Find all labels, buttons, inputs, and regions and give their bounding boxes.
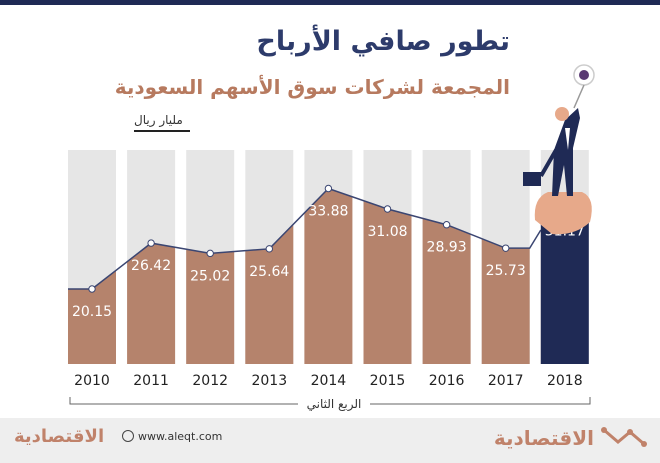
year-label: 2014 [311,373,347,389]
briefcase-icon [523,172,541,186]
hand-icon [534,192,592,235]
footer [0,418,660,463]
year-label: 2011 [133,373,169,389]
value-label: 25.64 [249,264,289,280]
data-point [324,184,333,193]
value-label: 33.88 [308,203,348,219]
website-link[interactable]: www.aleqt.com [122,430,222,443]
chart-title: تطور صافي الأرباح [256,26,510,57]
highlight-bar [540,208,589,364]
chart-subtitle: المجمعة لشركات سوق الأسهم السعودية [114,75,510,99]
data-point [206,249,214,258]
year-label: 2017 [488,373,524,389]
year-label: 2018 [547,373,583,389]
globe-icon [122,430,134,442]
data-point [502,244,510,252]
top-bar [0,0,660,5]
data-point [442,221,451,229]
data-point [147,239,155,247]
year-label: 2015 [370,373,406,389]
logo-mark-icon [601,427,647,447]
data-point [383,205,392,213]
axis-bracket [69,397,591,405]
profit-chart: 20.15 26.42 25.02 25.64 33.88 31.08 28.93 25.73… [68,64,595,412]
value-label: 28.93 [427,240,467,256]
value-label: 25.73 [486,263,526,279]
businessman-illustration [523,64,595,235]
data-point [88,285,96,293]
value-label: 31.08 [367,224,407,240]
unit-label: مليار ريال [134,113,183,127]
year-label: 2012 [192,373,228,389]
value-label: 20.15 [72,304,112,320]
website-text: www.aleqt.com [138,430,223,443]
data-point [265,245,273,253]
value-label: 26.42 [131,258,171,274]
unit-underline [134,130,190,132]
year-label: 2016 [429,373,465,389]
footer-logo-right: الاقتصادية [493,426,594,450]
value-label: 25.02 [190,268,230,284]
x-axis-label: الربع الثاني [307,397,362,412]
year-label: 2013 [251,373,287,389]
year-label: 2010 [74,373,110,389]
footer-logo-left: الاقتصادية [14,426,105,447]
